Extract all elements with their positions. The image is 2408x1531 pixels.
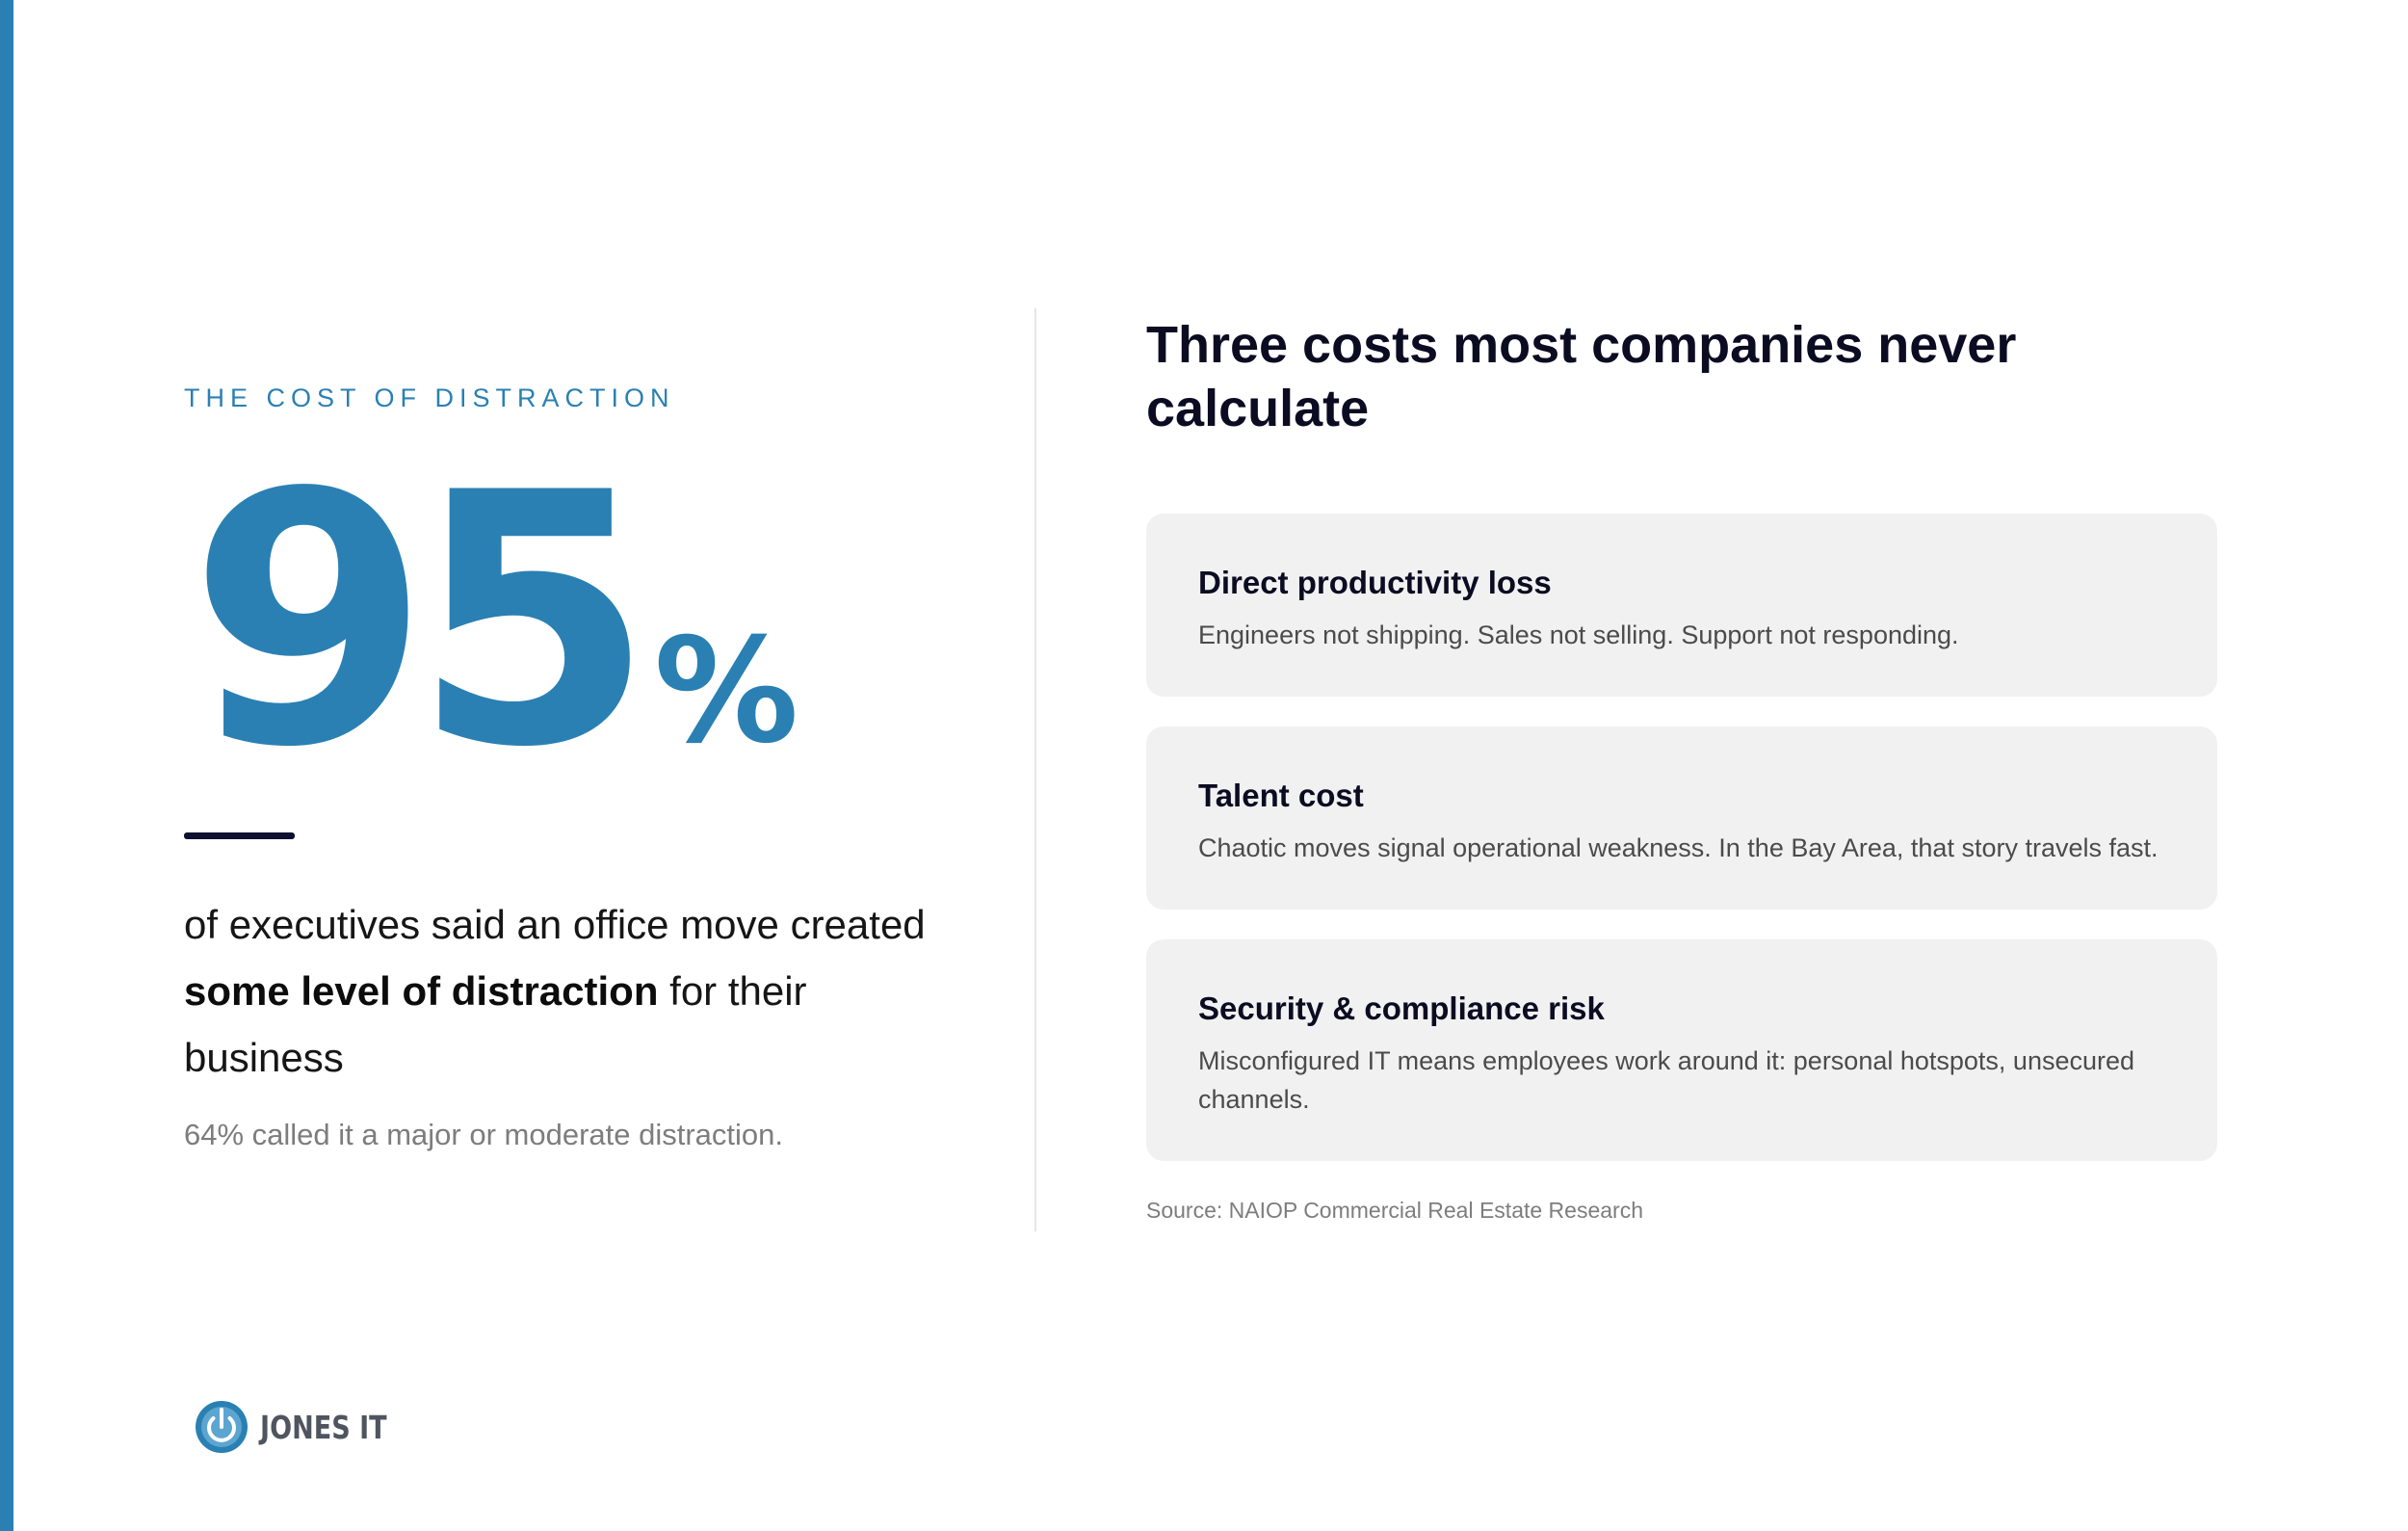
- card-body: Chaotic moves signal operational weaknes…: [1198, 833, 2159, 862]
- cost-card-security: Security & compliance risk Misconfigured…: [1146, 939, 2217, 1161]
- column-divider: [1034, 308, 1036, 1231]
- statement-pre: of executives said an office move create…: [184, 902, 926, 947]
- company-logo: JONES IT: [193, 1398, 415, 1456]
- left-accent-bar: [0, 0, 13, 1531]
- power-button-icon: [196, 1401, 248, 1453]
- logo-wordmark: JONES IT: [260, 1408, 387, 1446]
- card-title: Direct productivity loss: [1198, 565, 1552, 600]
- card-body: Misconfigured IT means employees work ar…: [1198, 1046, 2135, 1114]
- secondary-stat: 64% called it a major or moderate distra…: [184, 1118, 784, 1151]
- card-body: Engineers not shipping. Sales not sellin…: [1198, 620, 1959, 649]
- costs-heading: Three costs most companies never calcula…: [1146, 316, 2017, 437]
- stat-statement: of executives said an office move create…: [184, 891, 935, 1091]
- stat-unit: %: [653, 608, 799, 776]
- statement-post: for their business: [184, 968, 807, 1080]
- stat-underline: [184, 832, 295, 839]
- cost-card-productivity: Direct productivity loss Engineers not s…: [1146, 514, 2217, 697]
- cost-card-talent: Talent cost Chaotic moves signal operati…: [1146, 726, 2217, 910]
- card-title: Talent cost: [1198, 778, 1364, 813]
- card-title: Security & compliance risk: [1198, 990, 1605, 1026]
- source-citation: Source: NAIOP Commercial Real Estate Res…: [1146, 1198, 1643, 1223]
- section-eyebrow: THE COST OF DISTRACTION: [184, 383, 675, 412]
- headline-stat: 95%: [189, 448, 799, 795]
- stat-number: 95: [189, 419, 654, 823]
- statement-bold: some level of distraction: [184, 968, 659, 1014]
